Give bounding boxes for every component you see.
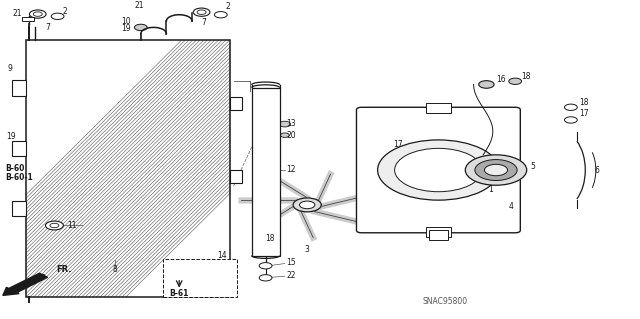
Circle shape xyxy=(29,10,46,18)
Circle shape xyxy=(475,160,517,181)
Text: 19: 19 xyxy=(6,132,15,141)
Bar xyxy=(426,227,451,237)
Bar xyxy=(22,17,34,21)
Text: 1: 1 xyxy=(488,186,493,195)
Text: 3: 3 xyxy=(305,245,310,254)
Bar xyxy=(230,97,242,110)
Text: 7: 7 xyxy=(45,23,51,32)
Text: 18: 18 xyxy=(266,234,275,243)
Circle shape xyxy=(280,133,289,137)
Text: 20: 20 xyxy=(286,131,296,140)
Circle shape xyxy=(564,104,577,110)
Text: 8: 8 xyxy=(113,265,118,274)
Circle shape xyxy=(259,275,272,281)
Bar xyxy=(429,230,448,240)
Bar xyxy=(12,141,26,156)
Circle shape xyxy=(51,13,64,19)
Text: 15: 15 xyxy=(286,258,296,267)
Text: B-60-1: B-60-1 xyxy=(5,174,33,182)
Text: FR.: FR. xyxy=(56,265,72,274)
Circle shape xyxy=(33,12,42,16)
Text: 16: 16 xyxy=(496,75,506,84)
Bar xyxy=(26,40,230,297)
FancyArrow shape xyxy=(3,273,47,295)
Text: 11: 11 xyxy=(67,221,77,230)
Text: 9: 9 xyxy=(8,64,13,73)
Text: 21: 21 xyxy=(134,1,144,10)
Circle shape xyxy=(214,11,227,18)
Text: 18: 18 xyxy=(522,72,531,81)
Circle shape xyxy=(465,155,527,185)
Bar xyxy=(12,201,26,216)
Text: 5: 5 xyxy=(530,162,535,171)
Circle shape xyxy=(414,155,424,160)
Text: 2: 2 xyxy=(62,7,67,16)
Bar xyxy=(12,80,26,96)
Text: 21: 21 xyxy=(13,9,22,18)
Text: B-61: B-61 xyxy=(170,289,189,298)
Text: 7: 7 xyxy=(202,18,207,27)
Circle shape xyxy=(300,201,315,209)
Bar xyxy=(426,103,451,113)
Text: 17: 17 xyxy=(579,109,589,118)
Circle shape xyxy=(509,78,522,85)
Circle shape xyxy=(253,232,266,238)
Circle shape xyxy=(259,263,272,269)
Text: B-60: B-60 xyxy=(5,164,24,173)
Bar xyxy=(163,259,237,297)
Text: 22: 22 xyxy=(286,271,296,280)
Text: SNAC95800: SNAC95800 xyxy=(422,297,467,306)
Circle shape xyxy=(204,277,219,285)
Circle shape xyxy=(279,121,291,127)
Text: 12: 12 xyxy=(286,165,296,174)
Bar xyxy=(26,40,230,297)
Circle shape xyxy=(479,81,494,88)
Circle shape xyxy=(378,140,499,200)
Bar xyxy=(252,88,280,256)
Bar xyxy=(26,40,230,297)
Bar xyxy=(230,170,242,183)
Text: 4: 4 xyxy=(509,202,514,211)
Circle shape xyxy=(197,10,206,14)
Text: 19: 19 xyxy=(122,25,131,33)
Text: 2: 2 xyxy=(225,2,230,11)
Circle shape xyxy=(484,164,508,176)
Text: 14: 14 xyxy=(218,251,227,260)
Text: 17: 17 xyxy=(394,140,403,149)
Circle shape xyxy=(293,198,321,212)
Circle shape xyxy=(564,117,577,123)
FancyBboxPatch shape xyxy=(356,107,520,233)
Text: 18: 18 xyxy=(579,98,589,107)
Circle shape xyxy=(187,269,210,280)
Circle shape xyxy=(45,221,63,230)
Circle shape xyxy=(134,24,147,31)
Text: 10: 10 xyxy=(122,17,131,26)
Text: 6: 6 xyxy=(595,166,600,174)
Circle shape xyxy=(50,223,59,228)
Text: 13: 13 xyxy=(286,119,296,128)
Circle shape xyxy=(193,8,210,16)
Circle shape xyxy=(395,148,482,192)
